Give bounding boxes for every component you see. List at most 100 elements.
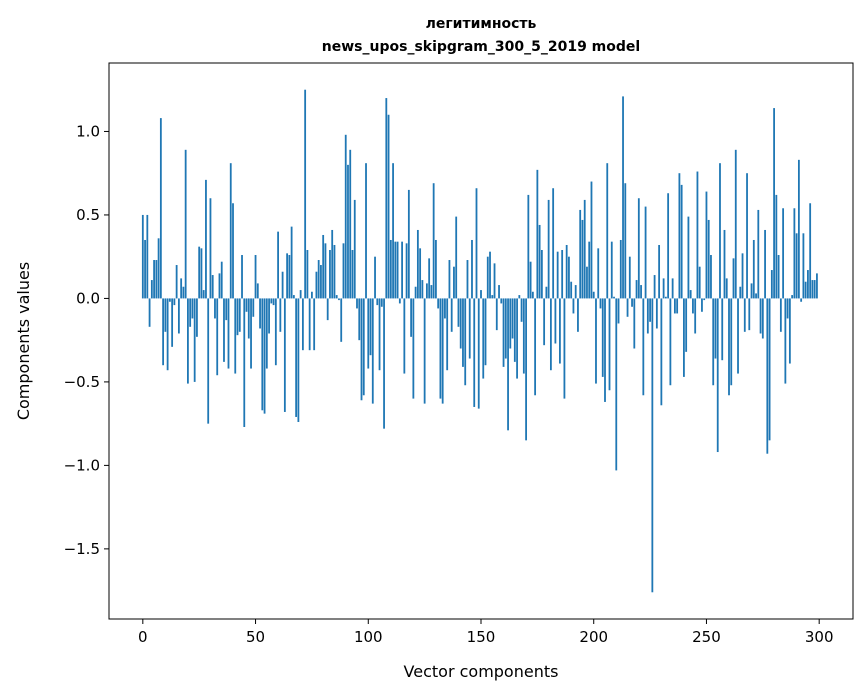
bar-component-232: [664, 296, 667, 299]
bar-component-137: [450, 298, 453, 332]
y-tick-label: 0.5: [76, 206, 100, 224]
bar-component-120: [412, 298, 415, 399]
bar-component-201: [595, 298, 597, 384]
bar-component-286: [786, 298, 789, 319]
bar-component-222: [642, 298, 645, 396]
bar-component-252: [710, 255, 712, 299]
ticks-group: 0 50 100 150 200 250 300 −1.5 −1.0 −0.5 0.0 0.5 1.0: [64, 122, 834, 646]
chart-title-line-1: легитимность: [426, 16, 537, 32]
bar-component-76: [313, 298, 316, 351]
bar-component-249: [703, 298, 706, 301]
bar-component-24: [196, 298, 198, 337]
bar-component-21: [189, 298, 192, 327]
bar-component-101: [369, 298, 372, 356]
bar-component-297: [811, 280, 814, 299]
y-tick-label: −1.0: [64, 456, 100, 474]
bar-component-49: [252, 298, 255, 317]
bar-component-165: [513, 298, 516, 362]
bar-component-166: [516, 298, 518, 379]
bar-component-94: [353, 199, 356, 299]
bar-component-216: [628, 256, 631, 299]
bar-component-241: [685, 298, 688, 352]
bar-component-159: [500, 298, 503, 304]
bar-component-91: [347, 164, 349, 299]
bar-component-195: [581, 219, 584, 299]
bar-component-270: [750, 283, 753, 299]
bar-component-285: [784, 298, 787, 384]
bar-component-275: [761, 298, 764, 339]
bar-component-158: [498, 285, 500, 299]
bar-component-293: [802, 233, 805, 299]
bar-component-32: [214, 298, 216, 319]
bar-component-11: [166, 298, 169, 371]
bar-component-256: [719, 163, 721, 299]
bar-component-96: [358, 298, 361, 341]
bar-component-228: [655, 298, 658, 329]
bar-component-129: [432, 183, 435, 299]
x-tick-label: 300: [805, 628, 834, 646]
y-tick-label: −1.5: [64, 540, 100, 558]
bar-component-115: [401, 241, 403, 299]
bar-component-204: [601, 298, 604, 377]
bar-component-193: [577, 298, 579, 332]
bar-component-85: [333, 244, 336, 299]
bar-component-44: [241, 255, 243, 299]
bar-component-194: [579, 209, 582, 299]
bar-component-102: [371, 298, 374, 404]
bar-component-205: [604, 298, 606, 402]
bar-component-294: [804, 281, 807, 299]
bar-component-65: [288, 255, 291, 299]
bar-component-104: [376, 298, 379, 306]
bar-component-288: [791, 295, 794, 299]
bar-component-18: [182, 286, 185, 299]
bar-component-287: [788, 298, 791, 364]
bars-group: [141, 89, 818, 593]
bar-component-224: [646, 298, 649, 334]
bar-component-234: [669, 298, 672, 386]
bar-component-38: [227, 298, 230, 369]
bar-component-41: [234, 298, 237, 374]
bar-component-15: [175, 265, 178, 299]
bar-component-23: [193, 298, 196, 382]
bar-component-239: [680, 184, 683, 299]
x-tick-label: 200: [579, 628, 608, 646]
bar-component-106: [380, 298, 383, 307]
bar-component-124: [421, 280, 424, 299]
bar-component-261: [730, 298, 733, 386]
bar-component-298: [813, 280, 816, 299]
bar-component-223: [644, 206, 647, 299]
bar-component-84: [331, 229, 334, 299]
bar-component-274: [759, 298, 762, 334]
bar-component-70: [299, 290, 302, 299]
bar-component-175: [536, 169, 539, 299]
bar-component-157: [495, 298, 498, 331]
bar-component-66: [290, 226, 293, 299]
bar-component-57: [270, 298, 273, 304]
bar-component-153: [486, 256, 489, 299]
bar-component-191: [572, 298, 575, 314]
bar-component-235: [671, 278, 674, 299]
bar-component-265: [739, 286, 742, 299]
bar-component-48: [250, 298, 252, 369]
y-tick-label: −0.5: [64, 373, 100, 391]
bar-component-42: [236, 298, 239, 336]
bar-component-82: [326, 298, 329, 321]
y-tick-label: 0.0: [76, 289, 100, 307]
bar-component-36: [223, 298, 225, 362]
bar-component-169: [522, 298, 525, 374]
bar-component-0: [141, 214, 144, 299]
bar-component-154: [489, 251, 491, 299]
bar-component-16: [177, 298, 180, 334]
bar-component-186: [561, 250, 564, 299]
bar-component-258: [723, 229, 726, 299]
bar-component-10: [164, 298, 167, 332]
bar-component-1: [144, 239, 146, 299]
bar-component-168: [520, 298, 523, 322]
bar-component-111: [392, 163, 394, 299]
x-tick-label: 100: [354, 628, 383, 646]
bar-component-177: [540, 250, 543, 299]
x-tick-label: 150: [467, 628, 496, 646]
bar-component-225: [649, 298, 651, 322]
bar-component-176: [538, 224, 541, 299]
